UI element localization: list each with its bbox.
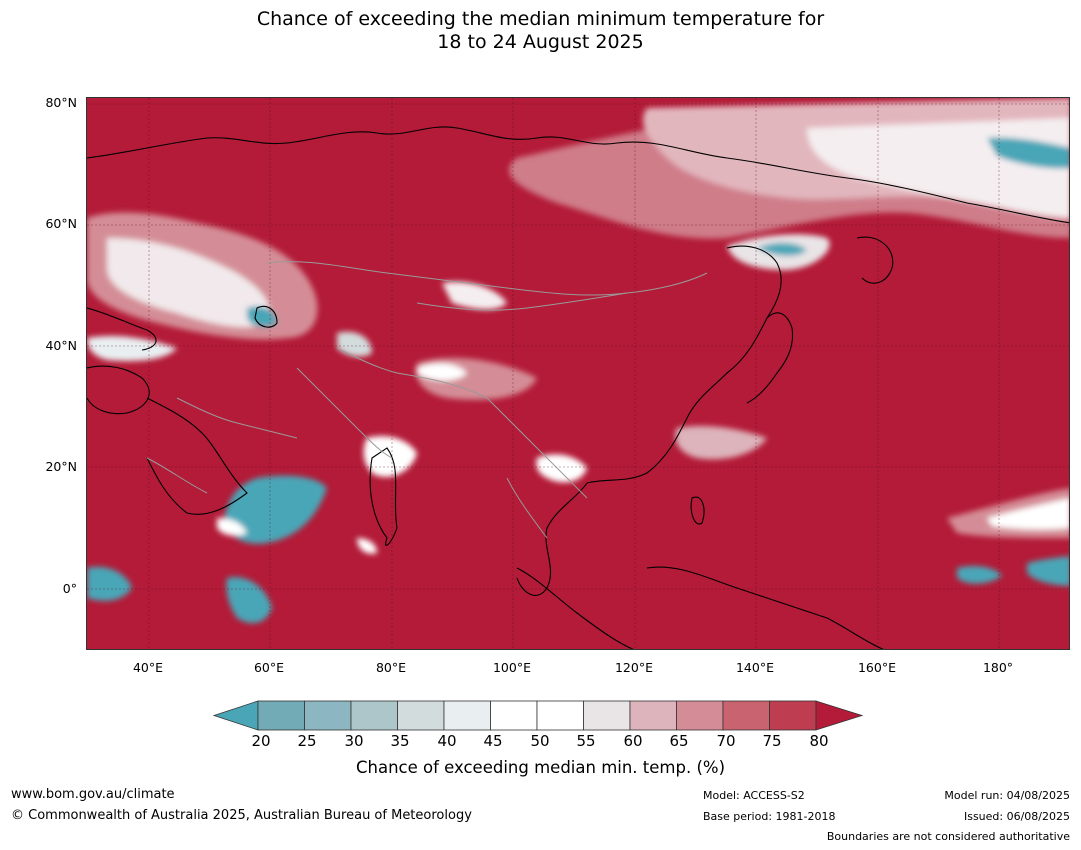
website-link[interactable]: www.bom.gov.au/climate	[11, 787, 175, 802]
colorbar-segment	[350, 700, 398, 731]
lon-label-180: 180°	[982, 660, 1014, 675]
colorbar-tick: 65	[669, 732, 689, 750]
colorbar-segment	[629, 700, 677, 731]
coastlines	[87, 126, 1069, 649]
lon-label-160e: 160°E	[857, 660, 896, 675]
map-graphic	[87, 98, 1069, 649]
colorbar-segment	[397, 700, 445, 731]
map-title: Chance of exceeding the median minimum t…	[0, 8, 1081, 54]
colorbar-tick: 30	[344, 732, 364, 750]
lon-label-140e: 140°E	[735, 660, 774, 675]
colorbar-tick: 80	[809, 732, 829, 750]
colorbar	[212, 700, 864, 731]
issued-text: Issued: 06/08/2025	[963, 810, 1070, 823]
colorbar-title: Chance of exceeding median min. temp. (%…	[355, 758, 726, 777]
lat-label-40n: 40°N	[45, 338, 77, 353]
colorbar-tick: 45	[483, 732, 503, 750]
title-line-1: Chance of exceeding the median minimum t…	[256, 8, 825, 30]
lon-label-100e: 100°E	[492, 660, 531, 675]
title-line-2: 18 to 24 August 2025	[437, 31, 644, 53]
lon-label-80e: 80°E	[375, 660, 407, 675]
base-period-text: Base period: 1981-2018	[703, 810, 836, 823]
graticule	[87, 98, 1069, 649]
colorbar-tick: 75	[762, 732, 782, 750]
colorbar-segment	[722, 700, 770, 731]
colorbar-tick: 70	[716, 732, 736, 750]
lat-label-20n: 20°N	[45, 459, 77, 474]
copyright-text: © Commonwealth of Australia 2025, Austra…	[11, 808, 472, 823]
colorbar-segment	[443, 700, 491, 731]
colorbar-segment	[676, 700, 724, 731]
colorbar-segment	[536, 700, 584, 731]
colorbar-tick: 50	[530, 732, 550, 750]
colorbar-segment	[257, 700, 305, 731]
lon-label-60e: 60°E	[253, 660, 285, 675]
colorbar-tick: 40	[437, 732, 457, 750]
colorbar-tick: 60	[623, 732, 643, 750]
map-panel[interactable]	[86, 97, 1070, 650]
lat-label-0: 0°	[62, 581, 77, 596]
colorbar-max-extend	[815, 700, 864, 731]
colorbar-min-extend	[212, 700, 259, 731]
colorbar-tick: 20	[251, 732, 271, 750]
colorbar-segment	[583, 700, 631, 731]
model-run-text: Model run: 04/08/2025	[944, 789, 1070, 802]
lon-label-120e: 120°E	[614, 660, 653, 675]
lon-label-40e: 40°E	[132, 660, 164, 675]
disclaimer-text: Boundaries are not considered authoritat…	[826, 830, 1070, 843]
colorbar-segment	[304, 700, 352, 731]
lat-label-80n: 80°N	[45, 95, 77, 110]
colorbar-segment	[490, 700, 538, 731]
country-borders	[146, 261, 708, 539]
colorbar-segment	[769, 700, 817, 731]
colorbar-tick: 35	[390, 732, 410, 750]
model-text: Model: ACCESS-S2	[703, 789, 805, 802]
colorbar-tick: 55	[576, 732, 596, 750]
lat-label-60n: 60°N	[45, 216, 77, 231]
colorbar-tick: 25	[297, 732, 317, 750]
